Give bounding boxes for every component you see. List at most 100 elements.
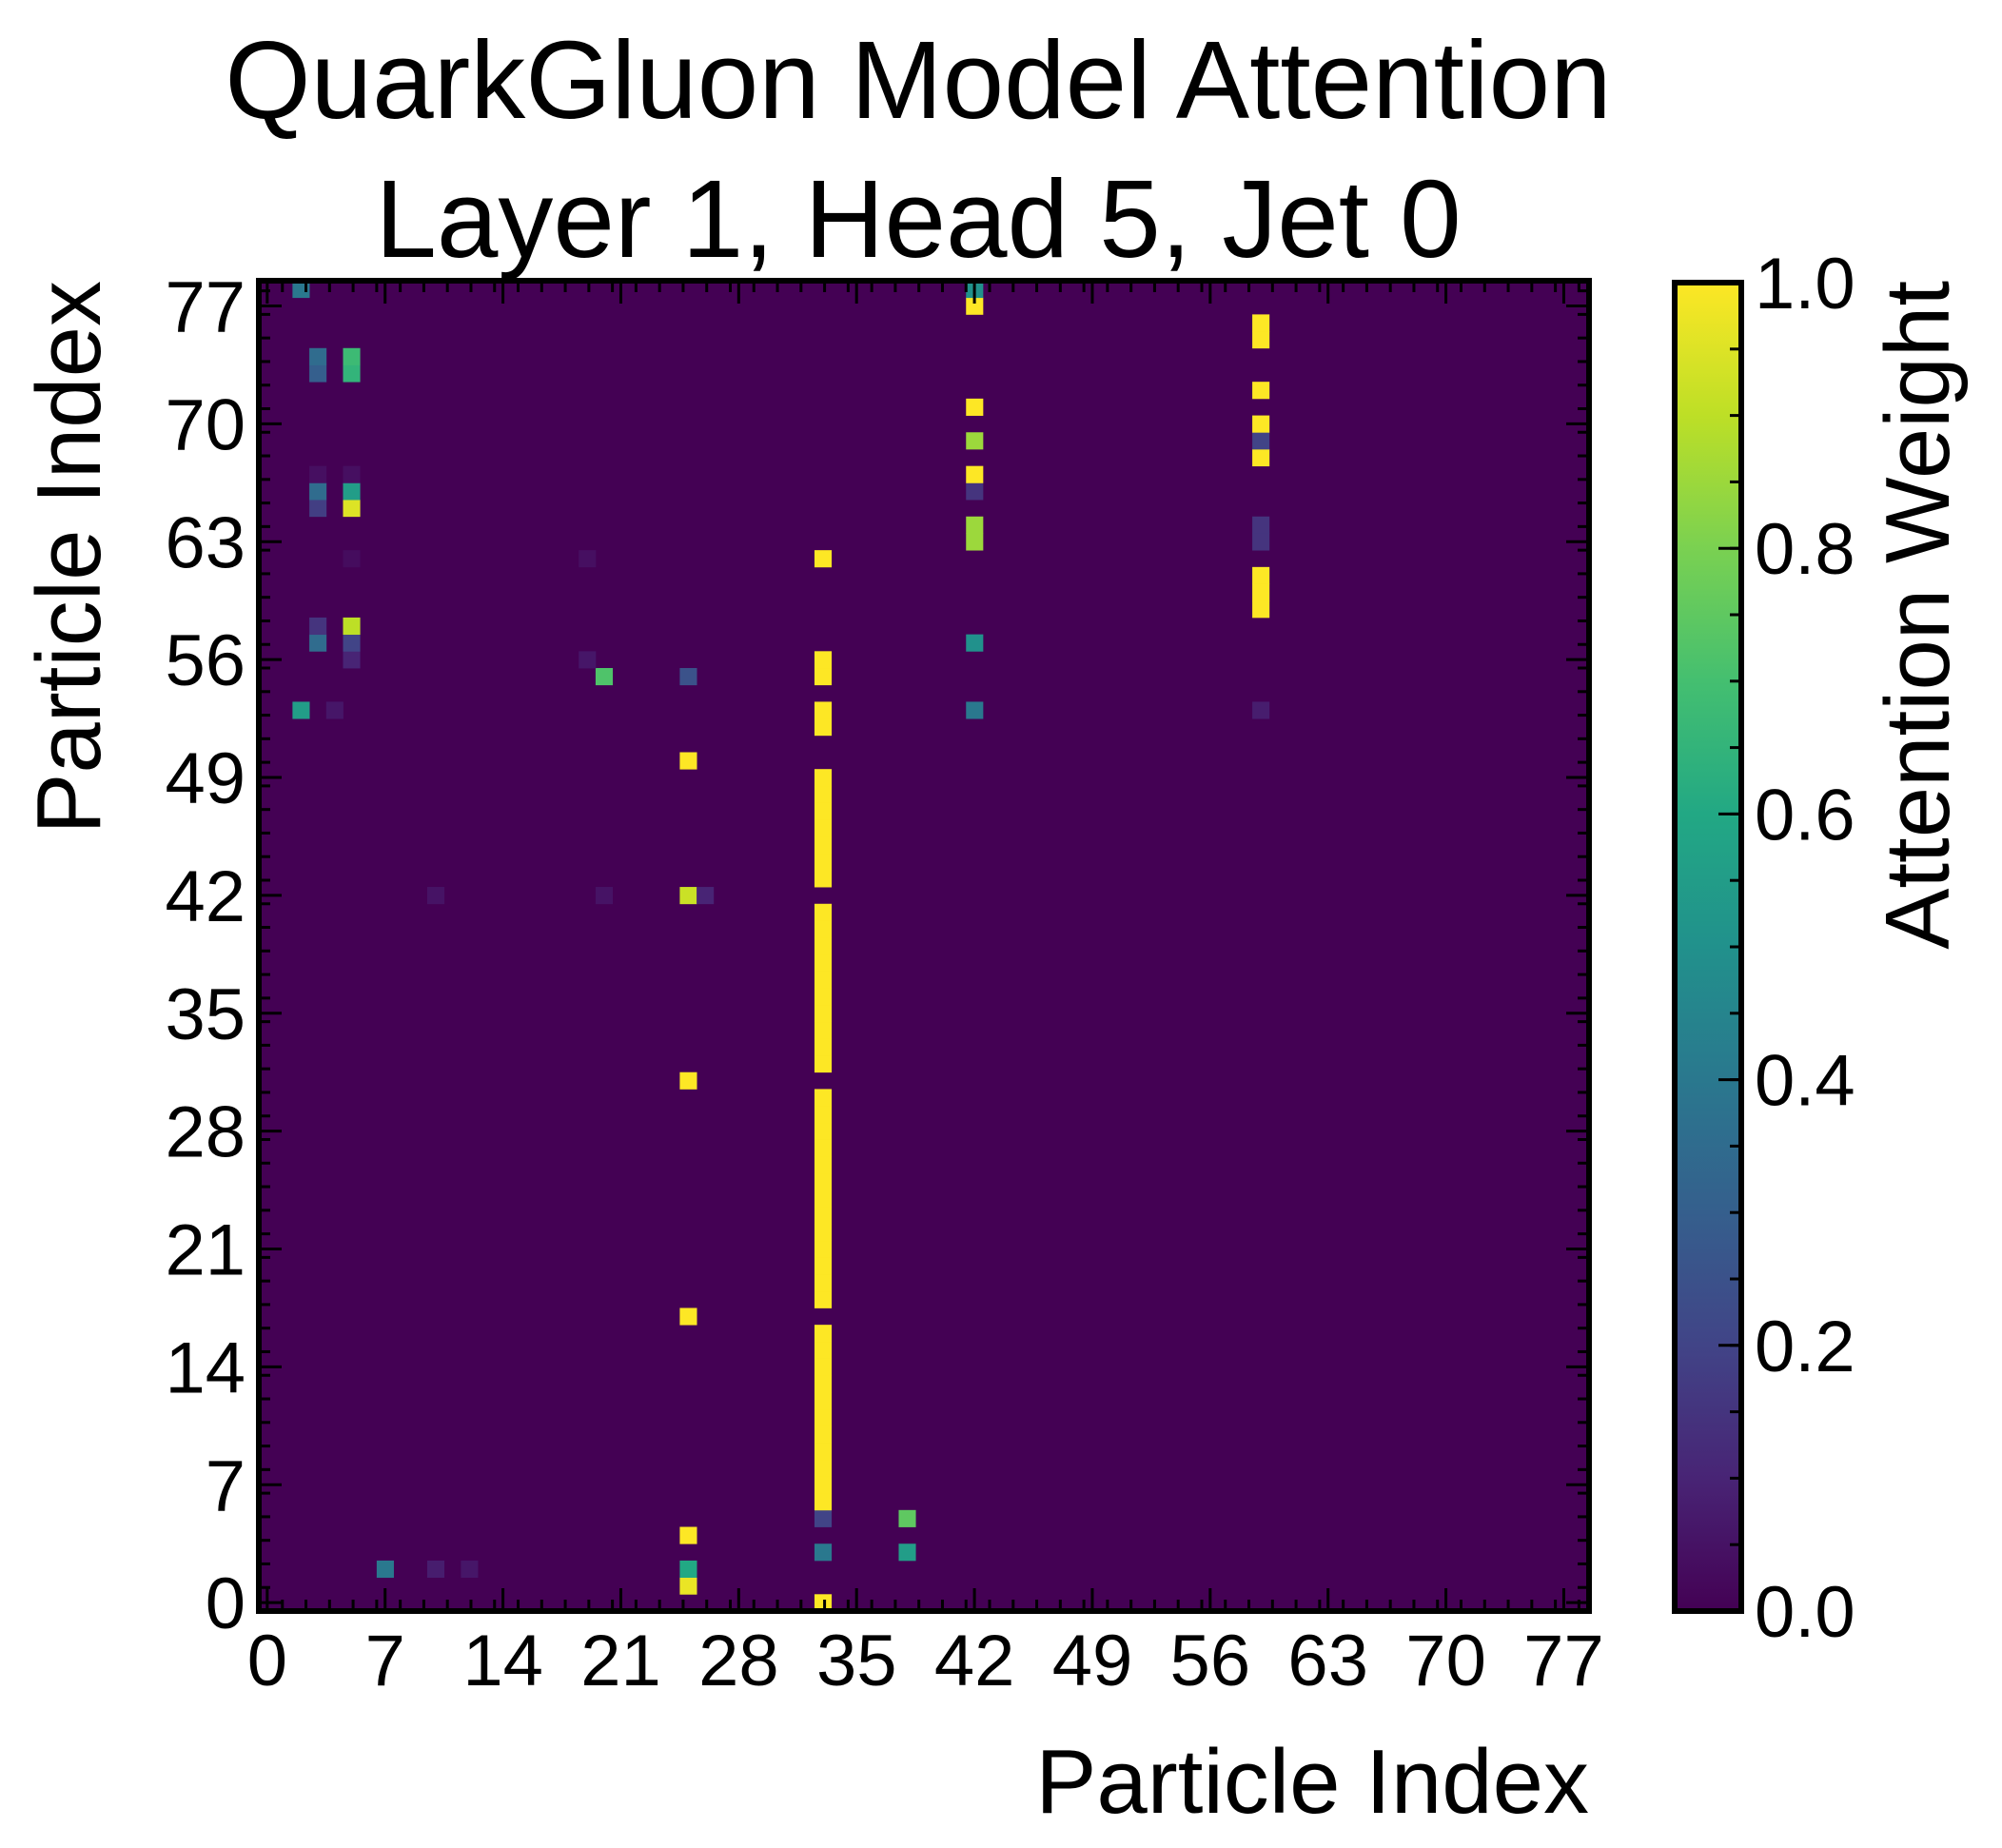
heatmap-cell xyxy=(814,1240,833,1258)
y-tick-label: 14 xyxy=(165,1327,245,1408)
heatmap-cell xyxy=(814,988,833,1006)
heatmap-cell xyxy=(814,853,833,871)
heatmap-cell xyxy=(1252,314,1270,332)
heatmap-cell xyxy=(814,1408,833,1426)
heatmap-cell xyxy=(814,1156,833,1174)
colorbar-tick-label: 1.0 xyxy=(1755,244,1855,324)
heatmap-cell xyxy=(595,887,614,905)
heatmap-cell xyxy=(1252,432,1270,450)
x-tick-label: 0 xyxy=(247,1621,287,1701)
heatmap-cell xyxy=(814,1257,833,1275)
heatmap-cell xyxy=(309,500,327,518)
heatmap-cell xyxy=(966,634,984,652)
y-tick-label: 7 xyxy=(206,1445,245,1526)
heatmap-cell xyxy=(814,1139,833,1157)
heatmap-cell xyxy=(814,1509,833,1527)
heatmap-cell xyxy=(814,651,833,669)
heatmap-background xyxy=(259,281,1589,1611)
heatmap-cell xyxy=(814,701,833,719)
heatmap-cell xyxy=(814,1443,833,1461)
heatmap-cell xyxy=(292,701,310,719)
heatmap-cell xyxy=(814,836,833,855)
y-tick-label: 77 xyxy=(165,267,245,348)
heatmap-cell xyxy=(814,1038,833,1056)
heatmap-cell xyxy=(814,1089,833,1107)
heatmap-cell xyxy=(966,482,984,501)
heatmap-cell xyxy=(814,802,833,820)
x-axis-label: Particle Index xyxy=(1035,1731,1589,1833)
heatmap-cell xyxy=(1252,331,1270,349)
heatmap-cells xyxy=(292,281,1270,1612)
heatmap-cell xyxy=(814,550,833,568)
heatmap-cell xyxy=(966,432,984,450)
heatmap-cell xyxy=(1252,533,1270,551)
heatmap-cell xyxy=(814,1223,833,1242)
heatmap-cell xyxy=(814,920,833,938)
x-tick-label: 63 xyxy=(1287,1621,1368,1701)
heatmap-cell xyxy=(679,668,697,686)
plot-frame xyxy=(256,278,1592,1614)
heatmap-cell xyxy=(1252,701,1270,719)
heatmap-cell xyxy=(814,1290,833,1308)
heatmap-cell xyxy=(814,819,833,837)
heatmap-cell xyxy=(309,634,327,652)
colorbar-label: Attention Weight xyxy=(1867,281,1969,950)
heatmap-cell xyxy=(1252,600,1270,619)
heatmap-cell xyxy=(898,1509,916,1527)
x-tick-label: 56 xyxy=(1170,1621,1251,1701)
heatmap-cell xyxy=(679,1577,697,1595)
y-tick-label: 70 xyxy=(165,384,245,465)
colorbar-tick-label: 0.6 xyxy=(1755,775,1855,855)
heatmap-cell xyxy=(814,1106,833,1124)
heatmap-cell xyxy=(426,1560,445,1579)
heatmap-cell xyxy=(343,347,361,365)
colorbar-tick-label: 0.0 xyxy=(1755,1572,1855,1653)
heatmap-cell xyxy=(679,1071,697,1090)
y-tick-label: 28 xyxy=(165,1092,245,1173)
heatmap-cell xyxy=(814,1358,833,1376)
heatmap-cell xyxy=(325,701,343,719)
x-tick-label: 77 xyxy=(1523,1621,1604,1701)
heatmap-cell xyxy=(966,297,984,315)
heatmap-cell xyxy=(814,1021,833,1039)
heatmap-cell xyxy=(343,634,361,652)
heatmap-cell xyxy=(814,1055,833,1073)
heatmap-cell xyxy=(1252,516,1270,534)
heatmap-cell xyxy=(309,465,327,483)
heatmap-cell xyxy=(814,1425,833,1444)
plot-area xyxy=(259,281,1589,1612)
heatmap-cell xyxy=(814,769,833,787)
heatmap-cell xyxy=(814,1172,833,1190)
heatmap-cell xyxy=(814,1391,833,1410)
heatmap-cell xyxy=(814,1325,833,1343)
heatmap-cell xyxy=(814,1594,833,1612)
colorbar-ticks: 0.0 0.2 0.4 0.6 0.8 1.0 xyxy=(1718,244,1855,1653)
heatmap-cell xyxy=(426,887,445,905)
heatmap-cell xyxy=(343,482,361,501)
heatmap-cell xyxy=(1252,415,1270,433)
colorbar-tick-label: 0.8 xyxy=(1755,509,1855,590)
chart-subtitle: Layer 1, Head 5, Jet 0 xyxy=(375,157,1461,281)
heatmap-cell xyxy=(814,1543,833,1562)
heatmap-cell xyxy=(309,482,327,501)
heatmap-cell xyxy=(814,1375,833,1393)
x-tick-label: 28 xyxy=(698,1621,779,1701)
x-tick-label: 7 xyxy=(365,1621,405,1701)
heatmap-cell xyxy=(595,668,614,686)
heatmap-cell xyxy=(966,398,984,416)
heatmap-cell xyxy=(309,347,327,365)
heatmap-cell xyxy=(1252,382,1270,400)
heatmap-cell xyxy=(679,1560,697,1579)
x-tick-label: 14 xyxy=(462,1621,543,1701)
heatmap-cell xyxy=(679,1307,697,1326)
colorbar: 0.0 0.2 0.4 0.6 0.8 1.0 xyxy=(1672,244,1855,1653)
heatmap-cell xyxy=(376,1560,394,1579)
heatmap-cell xyxy=(814,1459,833,1477)
heatmap-cell xyxy=(814,718,833,737)
heatmap-cell xyxy=(966,516,984,534)
heatmap-cell xyxy=(309,617,327,636)
y-tick-label: 21 xyxy=(165,1210,245,1291)
y-tick-label: 56 xyxy=(165,620,245,701)
heatmap-cell xyxy=(343,617,361,636)
heatmap-cell xyxy=(814,1476,833,1494)
